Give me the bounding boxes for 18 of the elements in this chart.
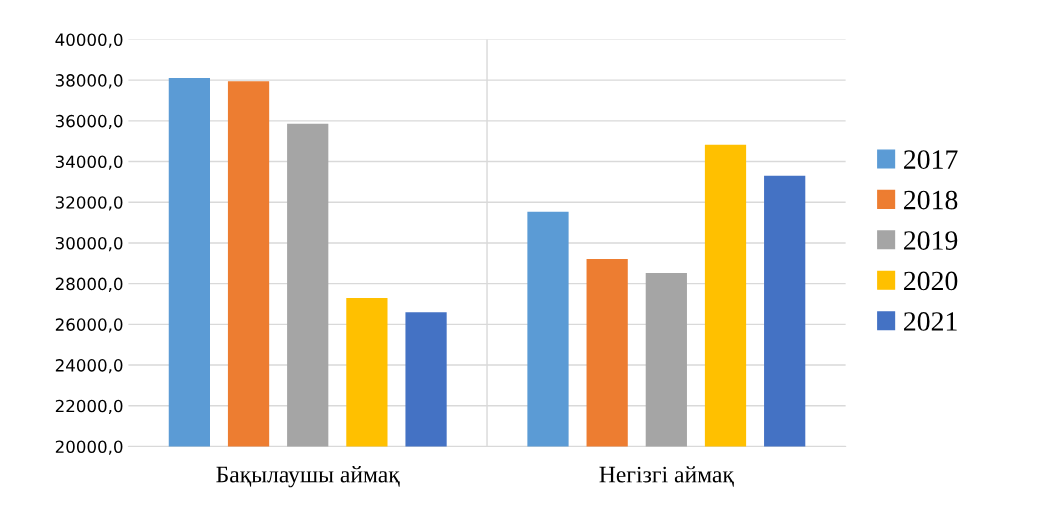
x-tick-label: Негізгі аймақ xyxy=(599,466,734,487)
y-tick-label: 24000,0 xyxy=(55,359,123,374)
y-tick-label: 28000,0 xyxy=(55,277,123,292)
legend-label: 2019 xyxy=(904,231,958,250)
y-tick-label: 30000,0 xyxy=(55,236,123,252)
y-tick-label: 32000,0 xyxy=(55,196,123,211)
x-tick-label: Бақылаушы аймақ xyxy=(216,466,400,488)
y-tick-label: 26000,0 xyxy=(55,318,123,333)
y-tick-label: 38000,0 xyxy=(55,74,123,89)
legend-label: 2020 xyxy=(904,271,958,291)
y-tick-label: 34000,0 xyxy=(55,155,123,170)
y-tick-label: 36000,0 xyxy=(55,114,123,130)
legend-label: 2021 xyxy=(904,312,957,331)
y-tick-label: 20000,0 xyxy=(55,440,123,455)
legend-label: 2017 xyxy=(904,150,958,169)
legend-label: 2018 xyxy=(904,190,958,210)
y-tick-label: 22000,0 xyxy=(55,399,123,415)
y-tick-label: 40000,0 xyxy=(55,33,123,48)
